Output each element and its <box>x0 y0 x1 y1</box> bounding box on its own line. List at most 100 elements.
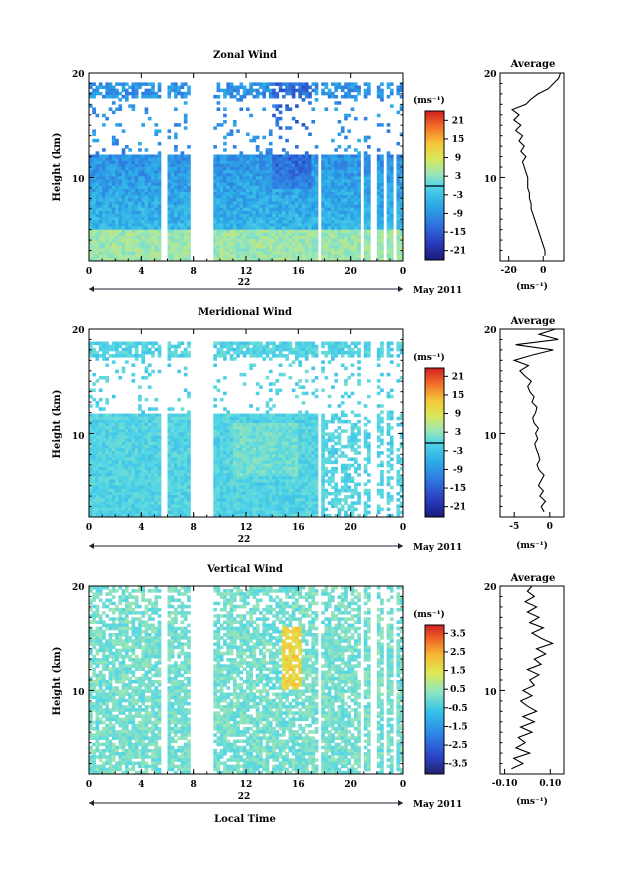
heatmap-cell <box>236 444 240 449</box>
heatmap-cell <box>255 201 260 205</box>
heatmap-cell <box>174 248 178 252</box>
heatmap-cell <box>170 239 175 243</box>
heatmap-cell <box>105 416 110 421</box>
heatmap-cell <box>134 245 139 249</box>
heatmap-cell <box>216 85 221 90</box>
heatmap-cell <box>327 154 332 158</box>
heatmap-cell <box>213 485 217 490</box>
heatmap-cell <box>105 426 110 430</box>
heatmap-cell <box>232 513 237 518</box>
heatmap-cell <box>389 82 394 86</box>
heatmap-cell <box>363 217 368 221</box>
heatmap-cell <box>223 501 227 505</box>
heatmap-cell <box>180 185 185 190</box>
heatmap-cell <box>216 479 221 483</box>
heatmap-cell <box>249 210 253 215</box>
heatmap-cell <box>304 167 309 171</box>
heatmap-cell <box>95 463 100 468</box>
heatmap-cell <box>340 239 345 243</box>
heatmap-cell <box>255 210 260 215</box>
colorbar-tick-label: -21 <box>450 247 466 257</box>
heatmap-cell <box>147 239 152 243</box>
heatmap-cell <box>105 501 110 505</box>
heatmap-cell <box>108 163 113 168</box>
heatmap-cell <box>151 88 155 93</box>
heatmap-cell <box>151 470 155 474</box>
heatmap-cell <box>285 179 289 184</box>
heatmap-cell <box>118 354 123 358</box>
heatmap-cell <box>187 239 191 243</box>
heatmap-cell <box>157 195 162 199</box>
heatmap-cell <box>334 82 338 86</box>
heatmap-cell <box>219 482 224 487</box>
heatmap-cell <box>98 91 103 96</box>
heatmap-cell <box>174 354 178 358</box>
heatmap-cell <box>98 388 103 393</box>
heatmap-cell <box>304 254 309 259</box>
heatmap-cell <box>154 460 159 465</box>
heatmap-cell <box>121 476 126 480</box>
heatmap-cell <box>151 460 155 465</box>
heatmap-cell <box>226 410 231 414</box>
heatmap-cell <box>89 254 93 259</box>
heatmap-cell <box>121 204 126 209</box>
heatmap-cell <box>265 229 270 234</box>
heatmap-cell <box>357 232 361 237</box>
heatmap-cell <box>301 91 306 96</box>
heatmap-cell <box>105 188 110 193</box>
heatmap-cell <box>167 454 172 458</box>
heatmap-cell <box>219 251 224 256</box>
heatmap-cell <box>265 248 270 252</box>
heatmap-cell <box>167 217 172 221</box>
heatmap-cell <box>118 423 123 427</box>
heatmap-cell <box>213 210 217 215</box>
heatmap-cell <box>213 182 217 187</box>
heatmap-cell <box>141 444 145 449</box>
heatmap-cell <box>108 91 113 96</box>
heatmap-cell <box>131 363 136 367</box>
heatmap-cell <box>236 501 240 505</box>
heatmap-cell <box>180 488 185 493</box>
heatmap-cell <box>183 116 188 121</box>
heatmap-cell <box>219 429 224 433</box>
heatmap-cell <box>327 88 332 93</box>
heatmap-cell <box>308 242 312 246</box>
heatmap-cell <box>272 179 276 184</box>
heatmap-cell <box>399 104 404 108</box>
heatmap-cell <box>229 347 234 352</box>
heatmap-cell <box>242 214 247 218</box>
heatmap-cell <box>138 482 142 487</box>
heatmap-cell <box>157 141 162 146</box>
heatmap-cell <box>180 463 185 468</box>
heatmap-cell <box>236 220 240 224</box>
heatmap-cell <box>337 167 342 171</box>
heatmap-cell <box>141 498 145 502</box>
heatmap-cell <box>141 173 145 177</box>
heatmap-cell <box>183 160 188 165</box>
heatmap-cell <box>141 82 145 86</box>
heatmap-cell <box>324 107 329 111</box>
heatmap-cell <box>147 350 152 355</box>
heatmap-cell <box>105 451 110 455</box>
heatmap-cell <box>314 254 319 259</box>
heatmap-cell <box>180 170 185 174</box>
heatmap-cell <box>232 470 237 474</box>
heatmap-cell <box>272 113 276 118</box>
heatmap-cell <box>144 91 149 96</box>
heatmap-cell <box>131 157 136 162</box>
heatmap-cell <box>324 251 329 256</box>
heatmap-cell <box>262 254 267 259</box>
heatmap-cell <box>275 170 280 174</box>
heatmap-cell <box>108 485 113 490</box>
heatmap-cell <box>399 167 404 171</box>
heatmap-cell <box>232 229 237 234</box>
heatmap-cell <box>144 376 149 380</box>
heatmap-cell <box>219 457 224 461</box>
heatmap-cell <box>380 223 384 227</box>
heatmap-cell <box>183 354 188 358</box>
heatmap-cell <box>98 179 103 184</box>
heatmap-cell <box>121 195 126 199</box>
heatmap-cell <box>376 229 381 234</box>
heatmap-cell <box>285 192 289 196</box>
heatmap-cell <box>281 163 286 168</box>
